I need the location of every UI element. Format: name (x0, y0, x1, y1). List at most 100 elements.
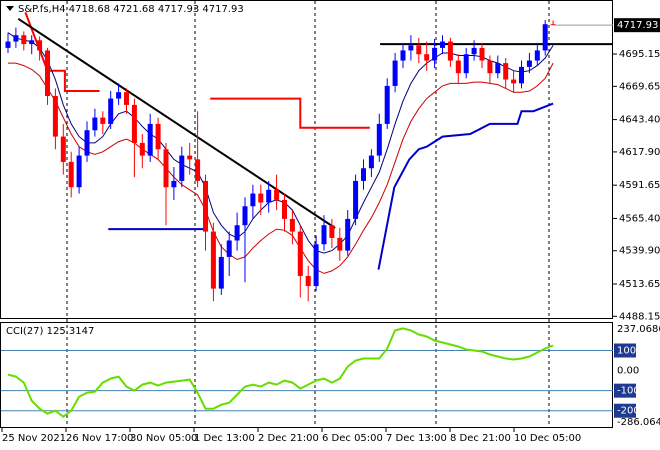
candle-body (234, 225, 240, 241)
candle-body (171, 180, 177, 188)
cci-line (7, 327, 554, 418)
candle-body (131, 104, 137, 143)
candle-body (408, 45, 414, 51)
level-line (24, 12, 100, 92)
x-tick-label: 2 Dec 21:00 (258, 433, 319, 444)
candle-body (503, 63, 509, 80)
candle-body (76, 155, 82, 188)
price-panel (0, 0, 613, 319)
candle-body (305, 275, 311, 287)
x-tick-label: 10 Dec 05:00 (514, 433, 581, 444)
candle-body (400, 50, 406, 61)
candle-body (266, 189, 272, 203)
y-tick-label: 0.00 (617, 366, 639, 377)
y-tick-label: 4513.65 (619, 279, 660, 290)
candle-body (250, 193, 256, 207)
y-tick-label: -100 (617, 386, 640, 397)
candle-body (13, 35, 19, 42)
candle-body (392, 60, 398, 86)
candle-body (329, 225, 335, 238)
candle-body (424, 54, 430, 61)
x-tick-label: 8 Dec 21:00 (450, 433, 511, 444)
candle-body (100, 117, 106, 124)
candle-body (163, 149, 169, 188)
candle-body (376, 123, 382, 156)
cci-title: CCI(27) 125.3147 (6, 326, 94, 337)
candle-body (274, 189, 280, 200)
candle-body (210, 231, 216, 289)
y-tick-label: 4591.65 (619, 180, 660, 191)
period-separators (66, 1, 550, 428)
candle-body (534, 50, 540, 61)
y-tick-label: 4565.40 (619, 213, 660, 224)
candle-body (108, 98, 114, 124)
y-tick-label: 4669.65 (619, 81, 660, 92)
last-price-box (614, 18, 660, 33)
candle-body (519, 66, 524, 84)
candle-body (368, 155, 374, 169)
candle-body (471, 47, 477, 55)
x-tick-label: 1 Dec 13:00 (194, 433, 255, 444)
candle-body (124, 92, 129, 105)
y-tick-label: 237.0686 (617, 324, 660, 335)
level-box (614, 403, 636, 418)
candle-body (218, 256, 224, 289)
candle-body (526, 60, 532, 67)
candle-body (116, 92, 122, 99)
candle-body (195, 159, 201, 181)
candle-body (37, 40, 43, 51)
moving-average (7, 32, 554, 254)
candle-body (313, 244, 319, 287)
candle-body (21, 35, 27, 45)
candle-body (353, 180, 359, 219)
candle-body (432, 47, 438, 61)
candle-body (139, 142, 145, 156)
candle-body (447, 41, 453, 61)
candle-body (52, 96, 58, 137)
candle-body (68, 161, 74, 188)
candle-body (550, 24, 556, 26)
candle-body (29, 40, 35, 45)
candle-body (487, 60, 493, 74)
candle-body (226, 240, 232, 257)
candle-body (282, 199, 287, 219)
x-tick-label: 25 Nov 2021 (2, 433, 66, 444)
level-line (17, 17, 336, 229)
candle-body (511, 79, 517, 84)
y-tick-label: 4617.90 (619, 147, 660, 158)
level-box (614, 343, 636, 358)
candle-body (147, 123, 153, 156)
y-tick-label: 100 (617, 346, 636, 357)
candle-body (495, 63, 501, 74)
candle-body (92, 117, 98, 131)
level-box (614, 383, 636, 398)
candle-body (337, 237, 343, 251)
x-tick-label: 7 Dec 13:00 (386, 433, 447, 444)
candle-body (361, 168, 366, 181)
candle-body (187, 155, 193, 160)
candle-body (479, 47, 485, 61)
x-tick-label: 30 Nov 05:00 (130, 433, 197, 444)
candle-body (455, 60, 461, 74)
candle-body (440, 41, 445, 48)
y-tick-label: 4488.15 (619, 311, 660, 322)
level-line (210, 97, 370, 129)
candle-body (258, 193, 264, 203)
candle-body (84, 130, 90, 156)
y-tick-label: -200 (617, 406, 640, 417)
candle-body (345, 218, 351, 251)
level-line (377, 102, 554, 270)
candle-body (45, 50, 50, 97)
y-tick-label: 4643.40 (619, 115, 660, 126)
y-tick-label: 4695.15 (619, 49, 660, 60)
candle-body (463, 54, 469, 74)
last-price-label: 4717.93 (617, 20, 658, 31)
candle-body (179, 155, 185, 181)
candle-body (297, 231, 303, 276)
chart-title: S&P.fs,H4 4718.68 4721.68 4717.93 4717.9… (18, 4, 244, 15)
candle-body (60, 136, 66, 162)
candle-body (542, 24, 548, 51)
arrow-icon (6, 6, 14, 11)
candle-body (155, 123, 161, 150)
